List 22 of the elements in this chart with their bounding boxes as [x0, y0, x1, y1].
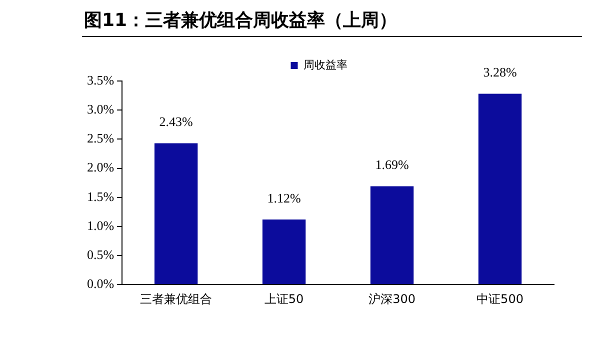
bar	[370, 186, 414, 284]
y-tick-label: 0.5%	[86, 246, 114, 262]
x-tick-label: 上证50	[264, 292, 304, 306]
bar	[478, 94, 522, 284]
data-label: 3.28%	[483, 64, 517, 80]
legend-label: 周收益率	[303, 58, 348, 72]
y-tick-label: 1.0%	[86, 218, 114, 233]
data-label: 2.43%	[159, 114, 194, 130]
x-tick-label: 中证500	[476, 292, 524, 306]
bar	[262, 219, 306, 284]
data-label: 1.69%	[375, 157, 409, 172]
y-tick-label: 3.5%	[86, 72, 114, 88]
y-tick-label: 2.0%	[86, 160, 114, 175]
y-tick-label: 0.0%	[86, 276, 114, 292]
x-tick-label: 三者兼优组合	[140, 292, 212, 306]
y-tick-label: 2.5%	[86, 130, 114, 146]
x-tick-label: 沪深300	[368, 292, 416, 306]
bar	[154, 143, 198, 284]
y-tick-label: 3.0%	[86, 102, 114, 117]
data-label: 1.12%	[267, 190, 302, 206]
chart-title: 图11：三者兼优组合周收益率（上周）	[84, 9, 398, 32]
y-tick-label: 1.5%	[86, 188, 114, 204]
